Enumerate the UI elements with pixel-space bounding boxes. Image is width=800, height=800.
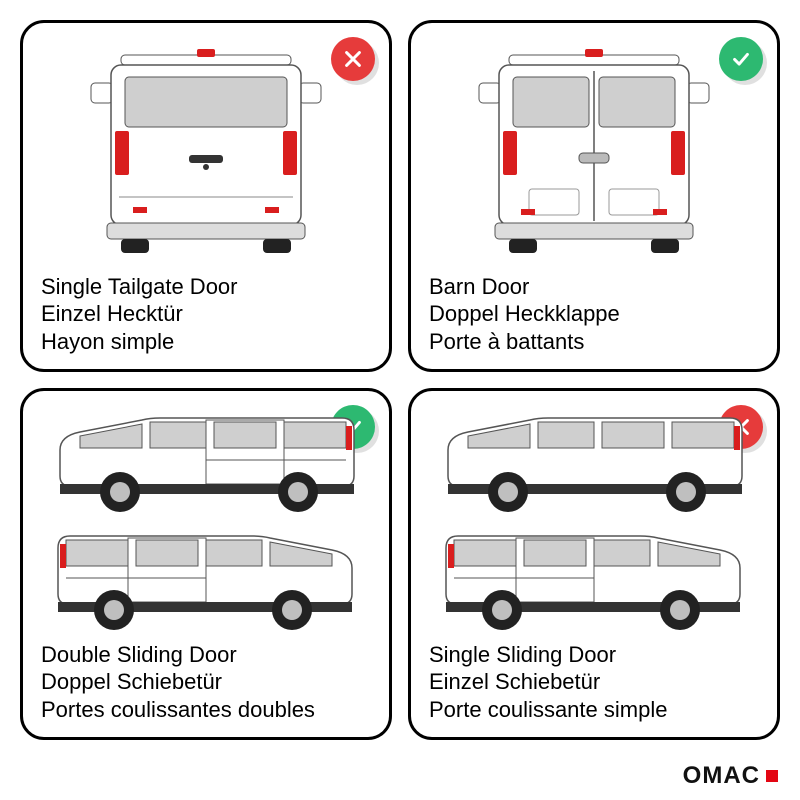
van-side-right-svg — [46, 524, 366, 634]
card-labels: Single Tailgate Door Einzel Hecktür Hayo… — [41, 273, 371, 356]
card-barn-door: Barn Door Doppel Heckklappe Porte à batt… — [408, 20, 780, 372]
label-fr: Portes coulissantes doubles — [41, 696, 371, 724]
label-de: Einzel Hecktür — [41, 300, 371, 328]
van-rear-single-svg — [71, 47, 341, 257]
label-de: Einzel Schiebetür — [429, 668, 759, 696]
label-de: Doppel Heckklappe — [429, 300, 759, 328]
label-fr: Hayon simple — [41, 328, 371, 356]
card-labels: Barn Door Doppel Heckklappe Porte à batt… — [429, 273, 759, 356]
illustration-rear-single — [41, 37, 371, 267]
card-double-sliding: Double Sliding Door Doppel Schiebetür Po… — [20, 388, 392, 740]
label-en: Barn Door — [429, 273, 759, 301]
van-rear-barn-svg — [459, 47, 729, 257]
illustration-rear-barn — [429, 37, 759, 267]
card-labels: Single Sliding Door Einzel Schiebetür Po… — [429, 641, 759, 724]
van-side-right-sliding-svg — [434, 524, 754, 634]
brand-logo: OMAC — [683, 762, 778, 790]
van-side-left-svg — [46, 406, 366, 516]
option-grid: Single Tailgate Door Einzel Hecktür Hayo… — [20, 20, 780, 740]
van-side-left-plain-svg — [434, 406, 754, 516]
illustration-side-single — [429, 405, 759, 635]
card-single-sliding: Single Sliding Door Einzel Schiebetür Po… — [408, 388, 780, 740]
illustration-side-double — [41, 405, 371, 635]
card-labels: Double Sliding Door Doppel Schiebetür Po… — [41, 641, 371, 724]
brand-text: OMAC — [683, 762, 760, 790]
label-en: Single Tailgate Door — [41, 273, 371, 301]
label-de: Doppel Schiebetür — [41, 668, 371, 696]
label-fr: Porte à battants — [429, 328, 759, 356]
card-single-tailgate: Single Tailgate Door Einzel Hecktür Hayo… — [20, 20, 392, 372]
label-fr: Porte coulissante simple — [429, 696, 759, 724]
label-en: Single Sliding Door — [429, 641, 759, 669]
label-en: Double Sliding Door — [41, 641, 371, 669]
brand-accent-icon — [766, 770, 778, 782]
